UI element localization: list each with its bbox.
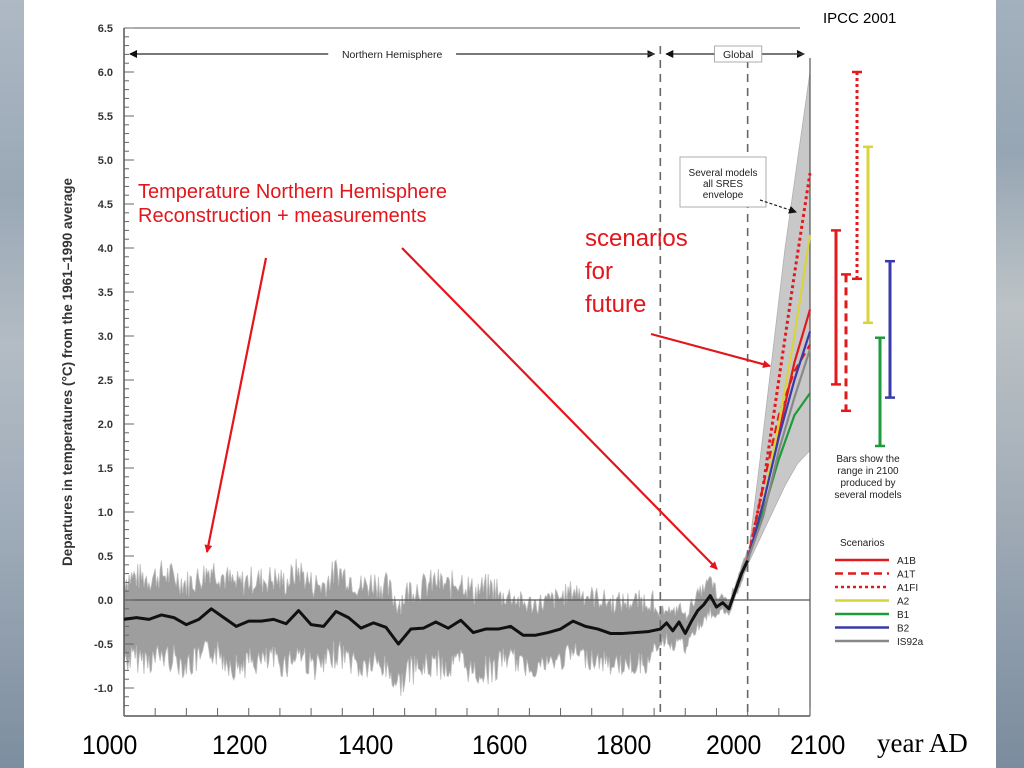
annotation-arrow-to-scenarios [650, 332, 771, 369]
annotation-future-line3: future [585, 291, 647, 318]
y-tick-label: 3.5 [98, 287, 113, 299]
annotation-arrow-to-measurements [401, 247, 718, 570]
y-tick-label: 6.0 [98, 67, 113, 79]
range-bars-layer [831, 70, 895, 448]
y-tick-label: 2.0 [98, 419, 113, 431]
y-tick-label: 4.0 [98, 243, 113, 255]
scenario-line-b2 [746, 331, 812, 561]
legend-label-b2: B2 [897, 624, 910, 635]
y-tick-label: 3.0 [98, 331, 113, 343]
scenario-line-is92a [746, 348, 812, 561]
region-label-bg [328, 46, 457, 62]
reference-lines-layer [124, 46, 810, 716]
y-tick-label: 1.5 [98, 463, 113, 475]
bars-note-line: several models [834, 490, 901, 501]
y-tick-label: 4.5 [98, 199, 113, 211]
annotation-nh-line1: Temperature Northern Hemisphere [138, 181, 448, 203]
legend-label-is92a: IS92a [897, 637, 924, 648]
annotation-future-line1: scenarios [585, 225, 688, 252]
envelope-pointer-arrow [759, 199, 797, 214]
y-tick-label: -0.5 [94, 639, 113, 651]
y-tick-label: 5.0 [98, 155, 113, 167]
y-tick-label: 1.0 [98, 507, 113, 519]
y-tick-label: 2.5 [98, 375, 113, 387]
x-axis-label-2100: 2100 [790, 730, 846, 760]
annotation-future-scenarios: scenarios for future [585, 222, 688, 321]
envelope-label-line: all SRES [703, 179, 743, 190]
scenario-line-a1fi [746, 172, 812, 561]
annotation-future-line2: for [585, 258, 614, 285]
scenario-line-a1t [746, 344, 811, 561]
legend-label-a1b: A1B [897, 556, 916, 567]
bars-note-line: Bars show the [836, 454, 900, 465]
y-tick-label: 0.5 [98, 551, 113, 563]
bars-note-line: range in 2100 [837, 466, 899, 477]
x-axis-title: year AD [877, 728, 968, 758]
legend-label-a1fi: A1FI [897, 583, 918, 594]
legend-label-a1t: A1T [897, 570, 915, 581]
annotation-nh-line2: Reconstruction + measurements [138, 205, 427, 227]
y-axis-title: Departures in temperatures (°C) from the… [60, 177, 75, 566]
background-strip-right [996, 0, 1024, 768]
region-label-bg [714, 45, 763, 63]
source-label: IPCC 2001 [823, 10, 897, 27]
x-axis-label-1600: 1600 [472, 730, 528, 760]
x-axis-label-1400: 1400 [338, 730, 394, 760]
envelope-label-box [679, 156, 767, 208]
region-labels-layer: Northern Hemisphere Global Several modelsa… [129, 45, 805, 208]
y-tick-label: 5.5 [98, 111, 113, 123]
envelope-label-line: envelope [703, 190, 744, 201]
bars-note-line: produced by [840, 478, 895, 489]
background-strip-left [0, 0, 24, 768]
region-label-global: Global [723, 49, 753, 61]
region-label-northern-hemisphere: Northern Hemisphere [342, 49, 443, 61]
x-axis-label-1200: 1200 [212, 730, 268, 760]
annotation-arrows-layer [204, 199, 797, 570]
envelope-label-line: Several models [689, 168, 758, 179]
annotation-northern-hemisphere: Temperature Northern Hemisphere Reconstr… [138, 180, 447, 228]
y-tick-label: -1.0 [94, 683, 113, 695]
x-axis-label-1000: 1000 [82, 730, 138, 760]
axes-layer: 6.5 6.0 5.5 5.0 4.5 4.0 3.5 3.0 2.5 2.0 1.5 1.0 0.5 0… [60, 23, 811, 717]
y-tick-label: 6.5 [98, 23, 113, 35]
envelope-layer [747, 71, 811, 565]
y-tick-label: 0.0 [98, 595, 113, 607]
legend-label-a2: A2 [897, 597, 910, 608]
legend-label-b1: B1 [897, 610, 910, 621]
annotation-arrow-to-reconstruction [204, 257, 268, 553]
smoothed-temperature-line [123, 559, 749, 646]
sres-envelope [747, 71, 811, 565]
x-axis-label-1800: 1800 [596, 730, 652, 760]
x-axis-label-2000: 2000 [706, 730, 762, 760]
series-layer [123, 172, 812, 646]
legend-title: Scenarios [840, 538, 884, 549]
